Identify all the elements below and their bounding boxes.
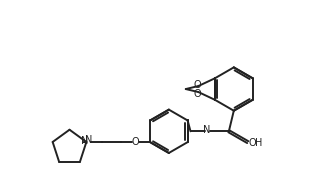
Text: N: N [85,135,92,145]
Text: H: H [255,138,262,148]
Text: N: N [203,125,210,135]
Text: O: O [194,79,201,90]
Text: O: O [249,138,257,148]
Text: N: N [81,136,88,146]
Text: O: O [132,137,139,147]
Text: O: O [194,89,201,99]
